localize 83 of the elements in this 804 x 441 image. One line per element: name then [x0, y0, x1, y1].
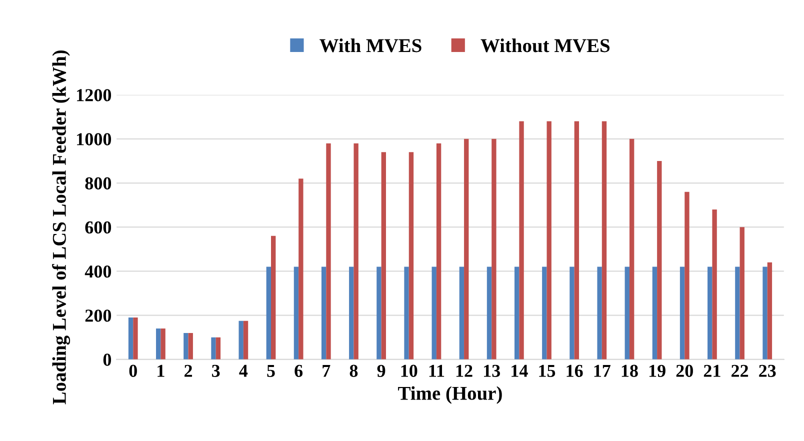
x-tick-label: 2 [184, 364, 192, 377]
y-axis-title: Loading Level of LCS Local Feeder (kWh) [52, 50, 70, 404]
bar [486, 266, 492, 360]
bar [128, 318, 134, 360]
x-tick-label: 4 [239, 364, 248, 377]
y-tick-label: 1000 [77, 133, 112, 146]
bar [404, 266, 409, 360]
bar [542, 266, 547, 360]
x-tick-label: 12 [456, 364, 472, 377]
bar [570, 266, 574, 360]
y-tick-label: 1200 [77, 89, 112, 102]
bar [459, 266, 464, 360]
x-tick-label: 0 [129, 364, 137, 377]
x-tick-label: 14 [512, 364, 528, 377]
y-tick-label: 400 [84, 265, 112, 278]
x-tick-label: 3 [212, 364, 220, 377]
x-tick-label: 18 [622, 364, 638, 377]
bar [436, 143, 442, 360]
bar [735, 266, 740, 360]
y-tick-label: 800 [85, 177, 112, 190]
bar [376, 266, 382, 360]
bar [238, 320, 244, 360]
bar [271, 236, 276, 360]
bar [354, 143, 358, 360]
bar [184, 332, 188, 360]
bar [326, 143, 331, 360]
bar [464, 138, 469, 360]
bar [546, 121, 552, 360]
legend-label: With MVES [320, 38, 422, 52]
bar [298, 178, 304, 360]
x-tick-label: 19 [649, 364, 666, 377]
x-tick-label: 7 [322, 364, 330, 377]
x-tick-label: 9 [377, 364, 386, 377]
bar [624, 266, 630, 360]
x-tick-label: 13 [484, 364, 500, 377]
bar [188, 332, 193, 360]
y-tick-label: 200 [85, 310, 112, 322]
bar [492, 138, 496, 360]
bar [680, 266, 685, 360]
bar [574, 121, 580, 360]
bar [514, 266, 520, 360]
bar [519, 121, 524, 360]
x-tick-label: 10 [401, 364, 418, 377]
x-tick-label: 22 [732, 364, 748, 377]
bar [652, 266, 658, 360]
bar [657, 160, 662, 360]
bar [602, 121, 607, 360]
x-tick-label: 11 [429, 364, 444, 377]
bar [211, 337, 216, 360]
bar [294, 266, 299, 360]
x-tick-label: 6 [294, 364, 303, 377]
bar [712, 209, 717, 360]
bar [266, 266, 271, 360]
bar [349, 266, 354, 360]
x-tick-label: 20 [676, 364, 693, 377]
bar [629, 138, 634, 360]
x-axis-title: Time (Hour) [398, 386, 502, 404]
y-tick-label: 600 [85, 221, 112, 234]
bar [432, 266, 436, 360]
bar [133, 318, 138, 360]
bar [156, 328, 161, 360]
bar [740, 227, 744, 360]
bar [160, 328, 166, 360]
x-tick-label: 8 [350, 364, 358, 377]
bar [597, 266, 602, 360]
y-tick-label: 0 [103, 354, 112, 366]
bar [684, 192, 690, 360]
legend-label: Without MVES [480, 38, 610, 52]
bar [708, 266, 712, 360]
bar [381, 152, 386, 360]
bar [216, 337, 221, 360]
bar [767, 262, 772, 360]
bar [243, 320, 248, 360]
x-tick-label: 1 [158, 364, 164, 377]
x-tick-label: 16 [566, 364, 583, 377]
x-tick-label: 23 [759, 364, 776, 377]
x-tick-label: 21 [704, 364, 720, 377]
bar [321, 266, 326, 360]
bar [408, 152, 414, 360]
x-tick-label: 15 [539, 364, 556, 377]
bar [762, 266, 768, 360]
x-tick-label: 5 [267, 364, 275, 377]
x-tick-label: 17 [594, 364, 610, 377]
